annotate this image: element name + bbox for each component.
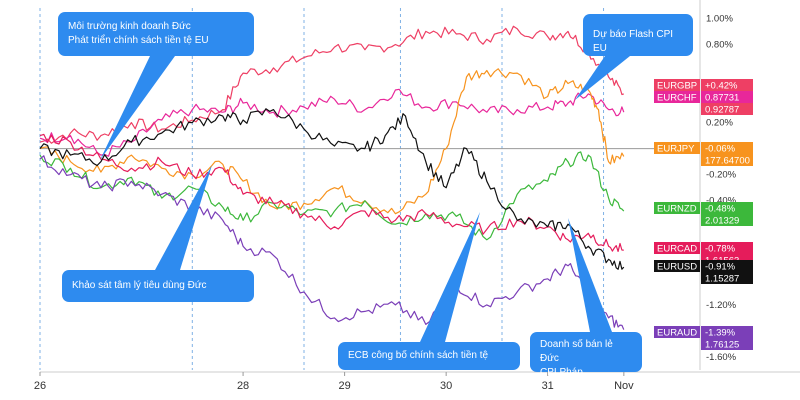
series-tag-price-bg [701,214,753,226]
callout-pointer [420,212,480,342]
callout-line: CPI Pháp [540,367,583,378]
series-tag-value: -1.39% [705,328,736,339]
series-tag-name: EURCHF [657,93,697,104]
y-tick-label: 0.20% [706,118,733,129]
callout-pointer [155,165,212,270]
series-line-eurchf [39,88,625,157]
series-line-eurusd [39,108,625,270]
y-tick-label: -0.40% [706,196,737,207]
series-tag-eurchf: EURCHF 0.87731 [654,91,753,104]
series-tag-bg [654,91,700,103]
callout-line: Dự báo Flash CPI EU [593,29,674,54]
series-line-euraud [39,155,625,330]
series-tag-name: EURJPY [657,144,695,155]
series-tag-value: +0.42% [705,81,738,92]
callout-business-climate: Môi trường kinh doanh Đức Phát triển chí… [58,12,254,56]
callout-flash-cpi: Dự báo Flash CPI EU [583,14,693,56]
series-tag-value: -0.48% [705,204,736,215]
callout-line: Môi trường kinh doanh Đức [68,21,191,32]
callout-pointer [575,56,630,100]
series-tag-value-bg [701,326,753,338]
series-tag-bg [654,326,700,338]
series-line-eurnzd [39,151,625,241]
series-tag-price-bg [701,272,753,284]
x-tick-label: 31 [542,380,554,392]
series-tag-price-bg [701,154,753,166]
y-tick-label: 1.00% [706,13,733,24]
series-tag-name: EURAUD [657,328,697,339]
series-tag-value-bg [701,103,753,115]
series-tag-price-bg [701,338,753,350]
series-tag-eurgbp: EURGBP +0.42% [654,79,753,92]
series-tag-value: -0.91% [705,262,736,273]
callout-line: Phát triển chính sách tiền tệ EU [68,35,209,46]
series-tag-bg [654,79,700,91]
series-tag-eurjpy: EURJPY -0.06%177.64700 [654,142,753,167]
series-tag-price: 177.64700 [705,156,750,167]
series-tag-value: 0.87731 [705,93,739,104]
x-tick-label: 26 [34,380,46,392]
series-tag-bg [654,242,700,254]
series-tag-bg [654,142,700,154]
series-tag-value-bg [701,260,753,272]
x-tick-label: 28 [237,380,249,392]
series-tag-name: EURGBP [657,81,697,92]
series-tag-price: 1.76125 [705,340,739,351]
callout-line: ECB công bố chính sách tiền tệ [348,350,489,361]
series-tag-value: 0.92787 [705,105,739,116]
y-tick-label: 0.80% [706,39,733,50]
series-tag-bg [654,260,700,272]
series-lines [39,25,625,330]
callout-pointers [100,56,630,342]
series-tag-value-bg [701,79,753,91]
series-tag-value: -0.78% [705,244,736,255]
series-tag-value-bg [701,142,753,154]
series-tag-value-bg [701,202,753,214]
callout-line: Doanh số bán lẻ Đức [540,339,613,364]
series-tag-value: -0.06% [705,144,736,155]
x-tick-label: Nov [614,380,634,392]
y-tick-label: -1.60% [706,352,737,363]
callout-consumer-sentiment: Khảo sát tâm lý tiêu dùng Đức [62,270,254,302]
series-tag-eurnzd: EURNZD -0.48%2.01329 [654,202,753,227]
series-tag-price: 0.92787 [701,103,753,116]
x-tick-label: 30 [440,380,452,392]
x-axis: 26 28 29 30 31 Nov [34,372,634,392]
series-tag-price: 1.15287 [705,274,739,285]
callout-line: Khảo sát tâm lý tiêu dùng Đức [72,280,207,291]
y-tick-label: -0.20% [706,170,737,181]
y-axis: 1.00%0.80%0.40%0.20%0.00%-0.20%-0.40%-1.… [706,13,737,363]
series-tag-price: 2.01329 [705,216,739,227]
series-tag-value-bg [701,242,753,254]
callout-pointer [100,56,175,160]
callout-ecb-policy: ECB công bố chính sách tiền tệ [338,342,520,370]
series-tag-name: EURCAD [657,244,697,255]
series-tag-name: EURUSD [657,262,697,273]
y-tick-label: -1.20% [706,300,737,311]
series-line-eurcad [39,133,624,252]
series-line-eurgbp [39,25,624,144]
series-tag-bg [654,202,700,214]
callout-retail-sales: Doanh số bán lẻ Đức CPI Pháp [530,332,642,378]
series-tag-value-bg [701,91,753,103]
series-tag-euraud: EURAUD -1.39%1.76125 [654,326,753,351]
series-tag-name: EURNZD [657,204,697,215]
callout-pointer [568,218,612,332]
x-tick-label: 29 [338,380,350,392]
series-tag-eurusd: EURUSD -0.91%1.15287 [654,260,753,285]
